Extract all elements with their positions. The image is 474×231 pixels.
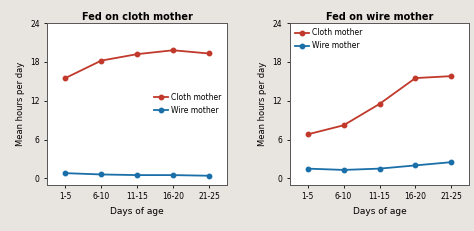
Cloth mother (341, 124, 346, 127)
Title: Fed on cloth mother: Fed on cloth mother (82, 12, 192, 22)
Y-axis label: Mean hours per day: Mean hours per day (16, 62, 25, 146)
Wire mother (412, 164, 418, 167)
Legend: Cloth mother, Wire mother: Cloth mother, Wire mother (293, 27, 364, 52)
X-axis label: Days of age: Days of age (110, 207, 164, 216)
Wire mother (134, 174, 140, 176)
Legend: Cloth mother, Wire mother: Cloth mother, Wire mother (153, 91, 223, 116)
Cloth mother (305, 133, 310, 136)
Wire mother (305, 167, 310, 170)
Cloth mother (63, 77, 68, 79)
Cloth mother (448, 75, 454, 78)
Title: Fed on wire mother: Fed on wire mother (326, 12, 433, 22)
Wire mother (341, 169, 346, 171)
X-axis label: Days of age: Days of age (353, 207, 406, 216)
Cloth mother (134, 53, 140, 55)
Wire mother (206, 174, 212, 177)
Line: Wire mother: Wire mother (63, 171, 211, 178)
Cloth mother (99, 59, 104, 62)
Cloth mother (170, 49, 176, 52)
Wire mother (99, 173, 104, 176)
Wire mother (377, 167, 383, 170)
Wire mother (448, 161, 454, 164)
Cloth mother (412, 77, 418, 79)
Cloth mother (206, 52, 212, 55)
Line: Wire mother: Wire mother (305, 160, 454, 172)
Y-axis label: Mean hours per day: Mean hours per day (258, 62, 267, 146)
Wire mother (63, 172, 68, 175)
Line: Cloth mother: Cloth mother (305, 74, 454, 137)
Cloth mother (377, 103, 383, 105)
Line: Cloth mother: Cloth mother (63, 48, 211, 80)
Wire mother (170, 174, 176, 176)
